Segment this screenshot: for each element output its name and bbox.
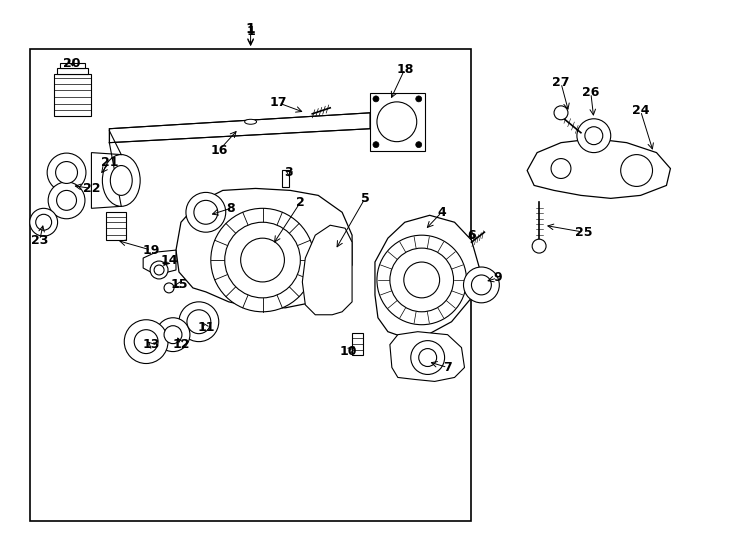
Circle shape [150,261,168,279]
Circle shape [471,275,491,295]
Circle shape [179,302,219,342]
Polygon shape [390,332,465,381]
Polygon shape [302,225,352,315]
Text: 26: 26 [582,86,600,99]
Circle shape [225,222,300,298]
Bar [30,49,471,521]
Circle shape [154,265,164,275]
Circle shape [30,208,57,236]
Circle shape [36,214,51,230]
Text: 10: 10 [339,345,357,358]
Text: 1: 1 [246,25,255,38]
Text: 12: 12 [172,338,189,351]
Text: 7: 7 [443,361,452,374]
Bar [352,333,363,355]
Circle shape [577,119,611,153]
Circle shape [390,248,454,312]
Circle shape [463,267,499,303]
Text: 17: 17 [269,96,287,110]
Text: 3: 3 [284,166,293,179]
Ellipse shape [244,119,257,124]
Circle shape [56,161,78,184]
Bar [283,170,289,187]
Circle shape [186,192,226,232]
Circle shape [415,96,422,102]
Circle shape [621,154,653,186]
Circle shape [187,310,211,334]
Circle shape [124,320,168,363]
Text: 18: 18 [396,63,413,76]
Circle shape [418,349,437,367]
Text: 27: 27 [552,77,570,90]
Circle shape [211,208,314,312]
Circle shape [377,102,417,141]
Circle shape [48,182,85,219]
Text: 4: 4 [437,206,446,219]
Polygon shape [143,250,176,275]
Text: 2: 2 [296,196,305,209]
Text: 19: 19 [142,244,160,256]
Circle shape [377,235,467,325]
Circle shape [411,341,445,374]
Text: 11: 11 [197,321,214,334]
Text: 5: 5 [360,192,369,205]
Polygon shape [176,188,352,308]
Circle shape [373,96,379,102]
Circle shape [373,141,379,147]
Text: 23: 23 [31,234,48,247]
Bar [370,93,425,151]
Text: 9: 9 [493,272,501,285]
Circle shape [47,153,86,192]
Circle shape [194,200,218,224]
Circle shape [585,127,603,145]
Text: 14: 14 [160,254,178,267]
Bar [57,68,88,74]
Circle shape [241,238,285,282]
Polygon shape [527,139,670,198]
Polygon shape [375,215,479,338]
Ellipse shape [102,154,140,206]
Ellipse shape [110,166,132,195]
Text: 25: 25 [575,226,592,239]
Bar [59,63,85,68]
Text: 15: 15 [170,279,188,292]
Text: 1: 1 [246,22,255,36]
Text: 6: 6 [467,228,476,242]
Text: 13: 13 [142,338,160,351]
Text: 20: 20 [63,57,80,70]
Bar [54,74,92,116]
Circle shape [134,330,158,354]
Text: 16: 16 [210,144,228,157]
Circle shape [156,318,190,352]
Circle shape [532,239,546,253]
Circle shape [551,159,571,179]
Circle shape [164,283,174,293]
Circle shape [57,191,76,210]
Text: 8: 8 [226,202,235,215]
Text: 21: 21 [101,156,118,169]
Text: 24: 24 [632,104,650,117]
Circle shape [164,326,182,343]
Polygon shape [109,113,370,143]
Bar [106,212,126,240]
Text: 22: 22 [83,182,100,195]
Circle shape [404,262,440,298]
Circle shape [415,141,422,147]
Circle shape [554,106,568,120]
Polygon shape [92,153,121,208]
